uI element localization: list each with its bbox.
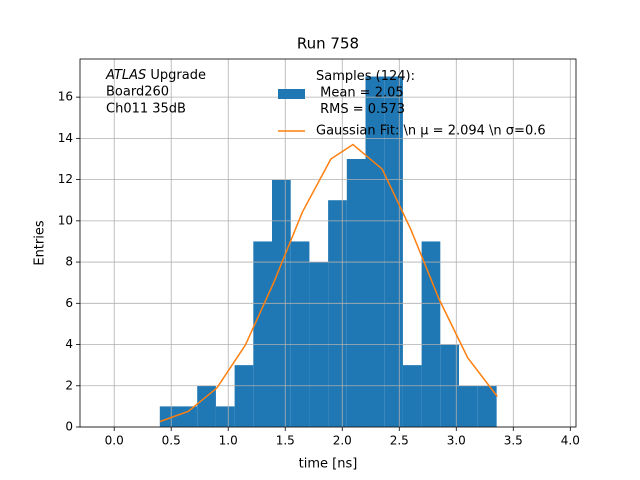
x-tick-label: 0.5 xyxy=(162,434,181,448)
y-tick-label: 0 xyxy=(65,420,73,434)
y-tick-label: 12 xyxy=(58,172,73,186)
y-axis-label: Entries xyxy=(33,220,48,266)
bar xyxy=(215,406,235,427)
bar xyxy=(402,365,422,427)
x-tick-label: 2.5 xyxy=(390,434,409,448)
bar xyxy=(328,200,347,427)
legend-line: Samples (124): xyxy=(316,69,415,84)
bar xyxy=(459,385,478,427)
bar xyxy=(384,76,403,428)
plot-frame xyxy=(79,58,577,428)
bar xyxy=(178,406,198,427)
legend-line: Mean = 2.05 xyxy=(316,85,404,100)
chart-title: Run 758 xyxy=(297,35,359,53)
y-tick-label: 16 xyxy=(58,90,73,104)
annotation: ATLAS Upgrade xyxy=(105,68,206,83)
annotation: Ch011 35dB xyxy=(106,102,186,117)
x-tick-label: 3.0 xyxy=(447,434,466,448)
bar xyxy=(290,241,310,427)
x-tick-label: 4.0 xyxy=(561,434,580,448)
x-tick-label: 1.5 xyxy=(276,434,295,448)
y-tick-label: 6 xyxy=(65,296,73,310)
y-tick-label: 10 xyxy=(58,213,73,227)
x-tick-label: 2.0 xyxy=(333,434,352,448)
annotation: Board260 xyxy=(106,85,169,100)
bar xyxy=(346,158,366,427)
bar xyxy=(234,365,254,427)
legend-line: RMS = 0.573 xyxy=(316,102,405,117)
bar xyxy=(253,241,273,427)
bar xyxy=(159,406,179,427)
legend-swatch xyxy=(278,89,305,99)
y-tick-label: 8 xyxy=(65,255,73,269)
y-tick-label: 2 xyxy=(65,378,73,392)
legend-label: Samples (124): Mean = 2.05 RMS = 0.573 xyxy=(316,69,415,117)
y-tick-label: 4 xyxy=(65,337,73,351)
x-tick-label: 1.0 xyxy=(219,434,238,448)
x-tick-label: 3.5 xyxy=(504,434,523,448)
annotation-rest: Upgrade xyxy=(146,68,206,83)
legend-label: Gaussian Fit: \n μ = 2.094 \n σ=0.6 xyxy=(316,124,546,139)
bar xyxy=(365,76,385,428)
bar xyxy=(197,385,216,427)
y-tick-label: 14 xyxy=(58,131,73,145)
fit-line xyxy=(159,143,498,423)
bar xyxy=(477,385,497,427)
annotation-italic: ATLAS xyxy=(105,68,146,83)
bar xyxy=(421,241,441,427)
x-tick-label: 0.0 xyxy=(105,434,124,448)
x-axis-label: time [ns] xyxy=(299,457,358,472)
